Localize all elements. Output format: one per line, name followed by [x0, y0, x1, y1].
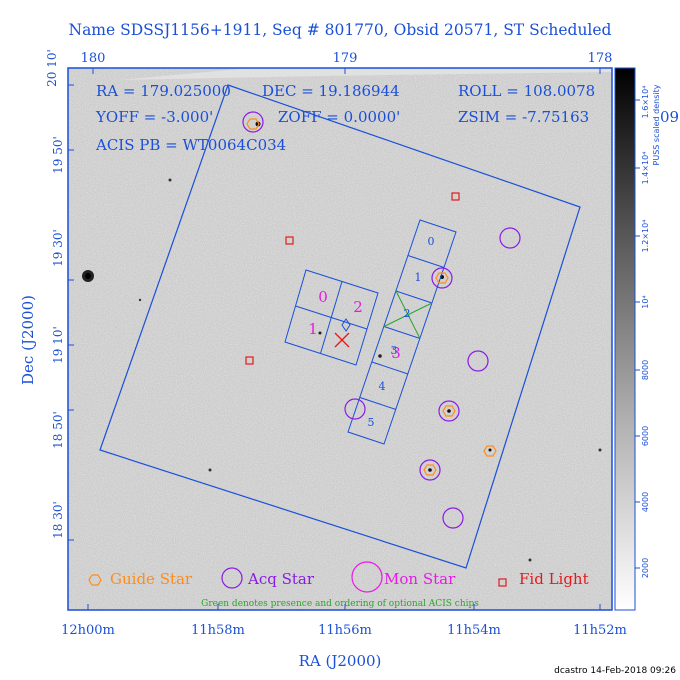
- y-axis-label: Dec (J2000): [19, 295, 37, 385]
- bottom-tick-label: 11h52m: [573, 623, 627, 638]
- colorbar-tick-label: 6000: [641, 426, 650, 446]
- legend-guide-label: Guide Star: [110, 570, 193, 588]
- ra-readout: RA = 179.025000: [96, 82, 231, 100]
- acq-star-marker: [344, 398, 366, 420]
- colorbar-tick-label: 10⁴: [641, 295, 650, 308]
- acq-star-marker: [499, 227, 521, 249]
- top-tick-label: 179: [333, 51, 358, 66]
- s-chip-label: 5: [368, 416, 375, 429]
- colorbar-label: PUSS scaled density: [652, 84, 661, 165]
- plot-frame: [67, 67, 613, 611]
- colorbar: 2000 4000 6000 8000 10⁴ 1.2×10⁴ 1.4×10⁴ …: [614, 67, 661, 611]
- pointing-info: RA = 179.025000 DEC = 19.186944 ROLL = 1…: [95, 82, 679, 154]
- left-tick-label: 19 30': [51, 229, 65, 267]
- left-tick-label: 18 50': [51, 411, 65, 449]
- acq-star-marker: [242, 111, 264, 133]
- bottom-tick-label: 11h58m: [191, 623, 245, 638]
- fid-light-marker: [245, 356, 254, 365]
- top-tick-label: 178: [588, 51, 613, 66]
- guide-star-marker: [442, 405, 456, 417]
- left-tick-label: 19 50': [51, 136, 65, 174]
- colorbar-tick-label: 4000: [641, 492, 650, 512]
- colorbar-tick-label: 8000: [641, 360, 650, 380]
- top-tick-label: 180: [81, 51, 106, 66]
- overflow-readout: 09: [660, 108, 679, 126]
- sky-image: [68, 68, 612, 610]
- guide-stars: [246, 118, 497, 476]
- acis-i-array: [284, 269, 379, 366]
- left-tick-label: 20 10': [45, 49, 59, 87]
- acq-stars: [242, 111, 521, 529]
- circle-icon: [221, 567, 243, 589]
- bottom-tick-label: 12h00m: [61, 623, 115, 638]
- bottom-tick-label: 11h54m: [447, 623, 501, 638]
- acq-star-marker: [438, 400, 460, 422]
- acis-s-array: [347, 219, 457, 445]
- aimpoint-diamond-icon: [341, 318, 351, 332]
- hexagon-icon: [88, 574, 102, 586]
- acq-star-marker: [442, 507, 464, 529]
- fid-lights: [245, 192, 460, 365]
- colorbar-tick-label: 2000: [641, 558, 650, 578]
- s-chip-label: 4: [379, 380, 386, 393]
- optional-chip-marker: [383, 290, 433, 339]
- left-tick-label: 19 10': [51, 326, 65, 364]
- i-chip-label: 0: [318, 288, 328, 306]
- s-chip-label: 3: [391, 344, 398, 357]
- zsim-readout: ZSIM = -7.75163: [458, 108, 589, 126]
- left-axis: 20 10' 19 50' 19 30' 19 10' 18 50' 18 30…: [19, 49, 74, 541]
- guide-star-marker: [483, 445, 497, 457]
- legend-fid-label: Fid Light: [519, 570, 589, 588]
- top-axis: 180 179 178: [81, 51, 613, 74]
- legend: Guide Star Acq Star Mon Star Fid Light G…: [88, 561, 589, 609]
- guide-star-marker: [246, 118, 260, 130]
- dec-readout: DEC = 19.186944: [262, 82, 400, 100]
- x-axis-label: RA (J2000): [299, 652, 382, 670]
- yoff-readout: YOFF = -3.000': [95, 108, 213, 126]
- i-chip-label: 2: [353, 298, 363, 316]
- guide-star-marker: [423, 464, 437, 476]
- square-icon: [498, 578, 507, 587]
- s-chip-label: 2: [404, 307, 411, 320]
- target-cross-icon: [334, 332, 350, 348]
- bottom-tick-label: 11h56m: [318, 623, 372, 638]
- i-chip-label: 1: [308, 320, 318, 338]
- s-chip-label: 1: [415, 271, 422, 284]
- acq-star-marker: [431, 267, 453, 289]
- acis-pb-readout: ACIS PB = WT0064C034: [95, 136, 286, 154]
- large-circle-icon: [351, 561, 383, 593]
- footer-stamp: dcastro 14-Feb-2018 09:26: [554, 666, 676, 676]
- acq-star-marker: [467, 350, 489, 372]
- s-chip-label: 0: [428, 235, 435, 248]
- i-chip-label: 3: [391, 344, 401, 362]
- colorbar-tick-label: 1.4×10⁴: [641, 152, 650, 185]
- chart-title: Name SDSSJ1156+1911, Seq # 801770, Obsid…: [69, 21, 612, 39]
- bottom-axis: 12h00m 11h58m 11h56m 11h54m 11h52m RA (J…: [61, 604, 627, 670]
- guide-star-marker: [435, 272, 449, 284]
- legend-acq-label: Acq Star: [247, 570, 315, 588]
- colorbar-tick-label: 1.2×10⁴: [641, 220, 650, 253]
- fov-boundary: [99, 84, 581, 569]
- colorbar-tick-label: 1.6×10⁴: [641, 86, 650, 119]
- left-tick-label: 18 30': [51, 501, 65, 539]
- legend-mon-label: Mon Star: [384, 570, 456, 588]
- fid-light-marker: [451, 192, 460, 201]
- legend-note: Green denotes presence and ordering of o…: [201, 599, 479, 609]
- roll-readout: ROLL = 108.0078: [458, 82, 595, 100]
- acq-star-marker: [419, 459, 441, 481]
- fid-light-marker: [285, 236, 294, 245]
